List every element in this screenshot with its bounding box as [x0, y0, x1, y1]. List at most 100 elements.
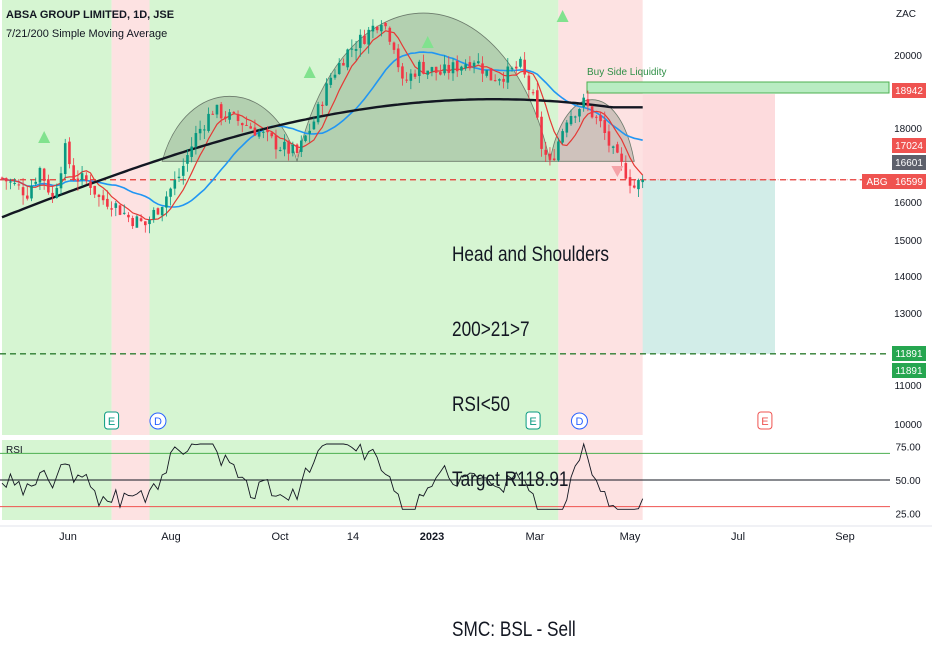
price-tag-bg: [892, 155, 926, 170]
candle-body: [342, 62, 345, 66]
time-axis-tick: Jul: [731, 531, 745, 543]
candle-body: [131, 217, 134, 227]
candle-body: [455, 60, 459, 72]
candle-body: [30, 185, 33, 199]
candle-body: [578, 109, 581, 117]
candle-body: [367, 29, 371, 45]
price-axis-tick: 15000: [894, 236, 922, 247]
candle-body: [548, 153, 552, 160]
candle-body: [144, 221, 147, 226]
price-axis-tick: 11000: [894, 381, 922, 392]
candle-body: [283, 141, 286, 150]
candle-body: [603, 120, 607, 133]
price-axis-tick: 20000: [894, 51, 922, 62]
candle-body: [354, 49, 358, 51]
candle-body: [409, 73, 413, 81]
price-tag-value: 11891: [895, 366, 923, 377]
candle-body: [257, 132, 261, 137]
price-tag-ticker: ABG: [866, 177, 887, 188]
dividend-marker[interactable]: [570, 412, 588, 430]
candle-body: [363, 35, 366, 44]
candle-body: [472, 62, 476, 67]
candle-body: [616, 144, 619, 153]
time-axis-tick: Sep: [835, 531, 855, 543]
earnings-marker[interactable]: [757, 411, 773, 430]
price-tag-bg: [892, 174, 926, 189]
candle-body: [51, 192, 54, 197]
buy-side-liquidity-box: [586, 81, 890, 94]
sma200-line: [1, 98, 643, 219]
price-tag-bg: [892, 363, 926, 378]
candle-body: [194, 133, 198, 147]
time-axis-tick: Oct: [271, 531, 288, 543]
candle-body: [9, 181, 12, 183]
candle-body: [413, 73, 417, 77]
earnings-marker[interactable]: [525, 411, 541, 430]
candle-body: [224, 116, 227, 119]
candle-body: [573, 116, 577, 118]
trade-annotation: Head and Shoulders 200>21>7 RSI<50 Targe…: [452, 192, 609, 667]
candle-body: [215, 104, 219, 115]
price-axis-tick: 16000: [894, 198, 922, 209]
price-axis-tick: 14000: [894, 272, 922, 283]
rsi-axis-tick: 75.00: [895, 443, 920, 454]
candle-body: [97, 194, 101, 197]
candle-body: [506, 66, 510, 83]
candle-body: [523, 59, 526, 75]
candle-body: [628, 177, 632, 186]
candle-body: [439, 72, 442, 75]
candle-body: [249, 126, 252, 129]
earnings-marker[interactable]: [104, 411, 120, 430]
candle-body: [89, 181, 92, 188]
time-axis-tick: 2023: [420, 531, 444, 543]
candle-body: [173, 180, 177, 189]
candle-body: [240, 123, 244, 126]
candle-body: [637, 179, 640, 190]
candle-body: [607, 131, 611, 146]
bearish-signal-triangle: [611, 166, 624, 177]
candle-body: [590, 106, 594, 118]
price-tag-value: 16601: [895, 158, 923, 169]
indicator-legend: 7/21/200 Simple Moving Average: [6, 28, 168, 40]
price-tag-bg: [892, 346, 926, 361]
time-axis-tick: Mar: [526, 531, 545, 543]
price-axis-tick: 10000: [894, 420, 922, 431]
price-tag-bg: [892, 138, 926, 153]
candle-body: [481, 63, 484, 74]
candle-body: [135, 216, 139, 228]
candle-body: [156, 208, 160, 215]
candle-body: [641, 179, 644, 183]
candle-body: [85, 175, 88, 181]
candle-body: [0, 177, 4, 179]
candle-body: [25, 195, 29, 199]
candle-body: [405, 79, 408, 81]
candle-body: [460, 66, 463, 71]
trend-background-band: [558, 0, 643, 435]
candle-body: [207, 113, 210, 131]
candle-body: [510, 67, 514, 69]
candle-body: [569, 116, 573, 125]
price-tag-bg: [892, 83, 926, 98]
candle-body: [101, 195, 105, 201]
candle-body: [262, 131, 265, 133]
bullish-signal-triangle: [421, 36, 434, 48]
candle-body: [13, 182, 16, 184]
candle-body: [169, 188, 172, 197]
candle-body: [493, 80, 497, 82]
candle-body: [308, 130, 311, 134]
candle-body: [181, 165, 185, 176]
candle-body: [464, 64, 467, 69]
stop-loss-zone: [642, 94, 775, 180]
event-marker-label: D: [575, 416, 583, 428]
candle-body: [519, 58, 522, 67]
price-tag-value: 18942: [895, 86, 923, 97]
dividend-marker[interactable]: [149, 412, 167, 430]
candle-body: [350, 48, 354, 50]
candle-body: [371, 25, 375, 32]
price-axis-tick: 18000: [894, 124, 922, 135]
candle-body: [375, 26, 379, 31]
annotation-line: 200>21>7: [452, 318, 530, 341]
candle-body: [337, 62, 341, 75]
price-chart[interactable]: EDEDE10000110001200013000140001500016000…: [0, 0, 932, 550]
candle-body: [55, 187, 59, 198]
